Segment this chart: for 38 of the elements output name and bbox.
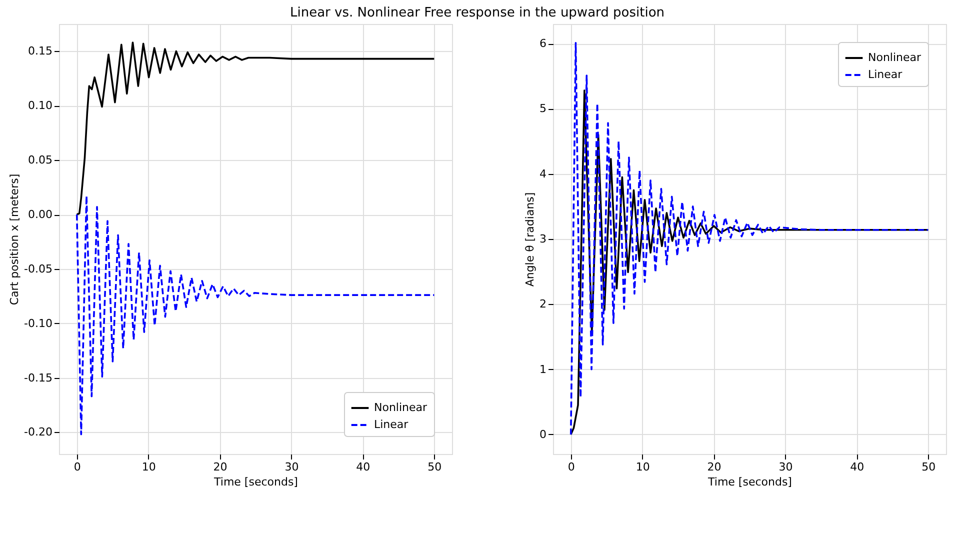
legend-label: Linear — [868, 68, 903, 81]
y-tick-label: -0.05 — [24, 262, 52, 276]
x-axis-title: Time [seconds] — [213, 476, 298, 488]
y-tick-label: -0.20 — [24, 426, 52, 439]
y-tick-label: 0.10 — [28, 99, 52, 112]
y-axis-title: Angle θ [radians] — [524, 192, 536, 287]
x-tick-label: 30 — [284, 460, 299, 474]
x-tick-label: 10 — [142, 460, 156, 474]
x-tick-label: 50 — [922, 460, 936, 474]
y-tick-label: 3 — [540, 232, 546, 246]
x-tick-label: 50 — [428, 460, 442, 474]
x-tick-label: 40 — [356, 460, 370, 474]
legend-label: Linear — [374, 418, 409, 431]
x-tick-label: 40 — [850, 460, 864, 474]
y-tick-label: 0 — [540, 428, 546, 441]
y-tick-label: 6 — [540, 37, 546, 50]
x-tick-label: 30 — [778, 460, 793, 474]
x-tick-label: 20 — [213, 460, 228, 474]
legend-label: Nonlinear — [868, 51, 922, 64]
x-tick-label: 20 — [707, 460, 722, 474]
y-tick-label: 5 — [540, 102, 546, 116]
legend-label: Nonlinear — [374, 401, 428, 414]
y-tick-label: -0.15 — [24, 371, 52, 384]
y-tick-label: 4 — [540, 167, 546, 180]
y-tick-label: 1 — [540, 362, 546, 376]
x-tick-label: 10 — [636, 460, 650, 474]
y-tick-label: 0.00 — [28, 208, 52, 222]
y-axis-title: Cart position x [meters] — [8, 174, 22, 306]
line-series — [76, 42, 436, 216]
x-axis-title: Time [seconds] — [707, 476, 792, 488]
y-tick-label: -0.10 — [24, 316, 52, 330]
chart-title: Linear vs. Nonlinear Free response in the upward position — [290, 6, 665, 20]
y-tick-label: 0.15 — [28, 44, 52, 58]
y-tick-label: 0.05 — [28, 154, 52, 167]
y-tick-label: 2 — [540, 298, 546, 311]
line-series — [76, 195, 436, 436]
x-tick-label: 0 — [568, 460, 575, 474]
x-tick-label: 0 — [74, 460, 81, 474]
